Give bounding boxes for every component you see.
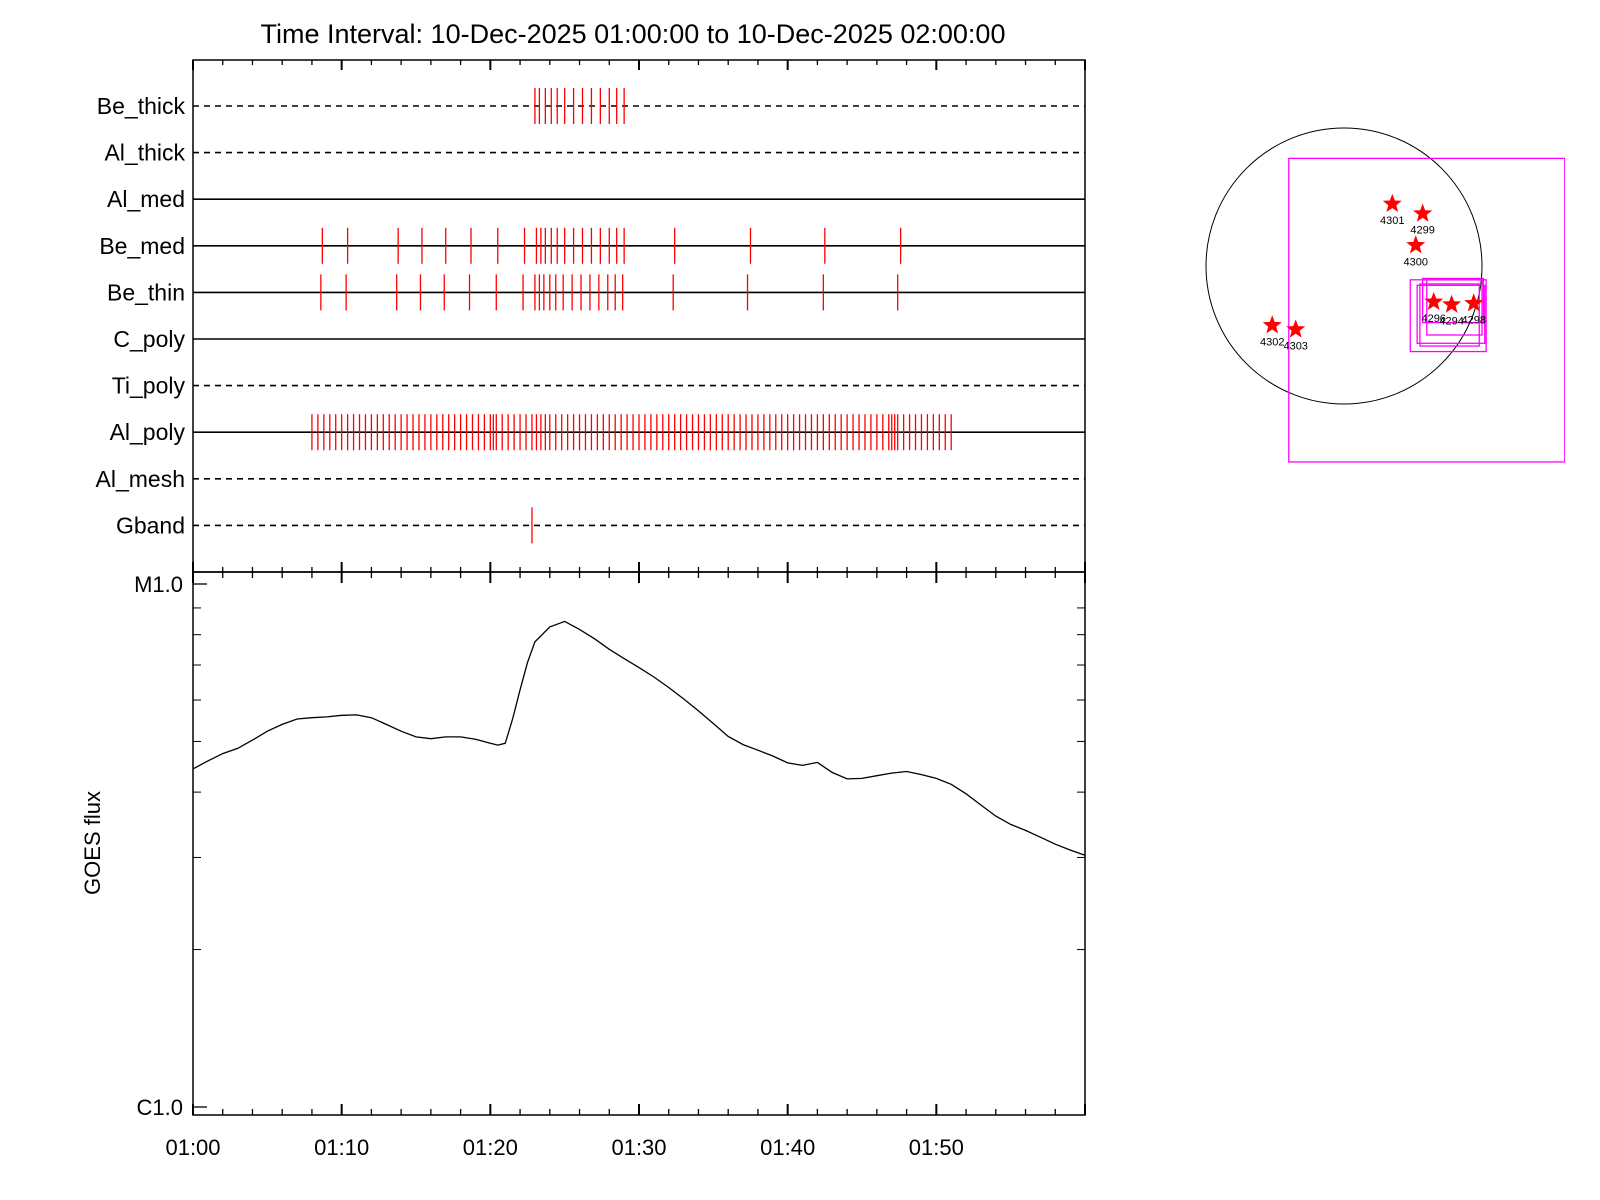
active-region-label: 4303 xyxy=(1283,340,1307,352)
active-region-label: 4302 xyxy=(1260,336,1284,348)
active-region-star-marker xyxy=(1382,193,1402,212)
flux-x-tick-label: 01:30 xyxy=(611,1135,666,1160)
flux-x-tick-label: 01:10 xyxy=(314,1135,369,1160)
active-region-label: 4301 xyxy=(1380,215,1404,227)
goes-flux-line xyxy=(192,620,1086,856)
row-label-be-thin: Be_thin xyxy=(107,279,185,305)
filter-timeline-panel: Be_thick Al_thick Al_med Be_med Be_thin C_pol… xyxy=(96,59,1086,573)
flux-y-tick-label: C1.0 xyxy=(137,1095,183,1120)
figure-title: Time Interval: 10-Dec-2025 01:00:00 to 1… xyxy=(261,19,1006,49)
row-label-c-poly: C_poly xyxy=(113,326,185,352)
flux-x-tick-label: 01:00 xyxy=(165,1135,220,1160)
active-region-star-marker xyxy=(1464,293,1484,312)
flux-x-tick-label: 01:40 xyxy=(760,1135,815,1160)
row-label-al-mesh: Al_mesh xyxy=(96,466,185,492)
active-region-star-marker xyxy=(1424,291,1444,310)
field-of-view-box xyxy=(1409,279,1487,353)
field-of-view-box xyxy=(1419,283,1480,347)
active-region-star-marker xyxy=(1406,235,1426,254)
active-region-label: 4299 xyxy=(1410,225,1434,237)
flux-frame xyxy=(192,571,1086,1116)
active-region-star-marker xyxy=(1262,315,1282,334)
active-region-label: 4300 xyxy=(1404,256,1428,268)
active-region-label: 4294 xyxy=(1439,316,1463,328)
flux-y-axis-label: GOES flux xyxy=(80,791,105,895)
active-region-star-marker xyxy=(1413,203,1433,222)
row-label-al-thick: Al_thick xyxy=(104,140,185,166)
active-region-label: 4296 xyxy=(1421,313,1445,325)
active-region-label: 4298 xyxy=(1461,314,1485,326)
goes-flux-panel: M1.0 C1.0 01:00 01:10 01:20 01:30 01:40 01:50 GO… xyxy=(80,571,1086,1160)
row-label-al-poly: Al_poly xyxy=(110,419,186,445)
field-of-view-box xyxy=(1288,157,1565,463)
solar-limb xyxy=(1205,127,1483,405)
row-label-al-med: Al_med xyxy=(107,186,185,212)
row-label-be-thick: Be_thick xyxy=(97,93,186,119)
timeline-frame xyxy=(192,59,1086,573)
row-label-be-med: Be_med xyxy=(99,233,185,259)
row-label-gband: Gband xyxy=(116,512,185,538)
field-of-view-box xyxy=(1422,277,1485,324)
field-of-view-box xyxy=(1416,284,1486,344)
flux-x-tick-label: 01:50 xyxy=(909,1135,964,1160)
active-region-star-marker xyxy=(1286,319,1306,338)
active-region-star-marker xyxy=(1442,294,1462,313)
flux-x-tick-label: 01:20 xyxy=(463,1135,518,1160)
row-label-ti-poly: Ti_poly xyxy=(112,373,186,399)
flux-y-tick-label: M1.0 xyxy=(134,572,183,597)
